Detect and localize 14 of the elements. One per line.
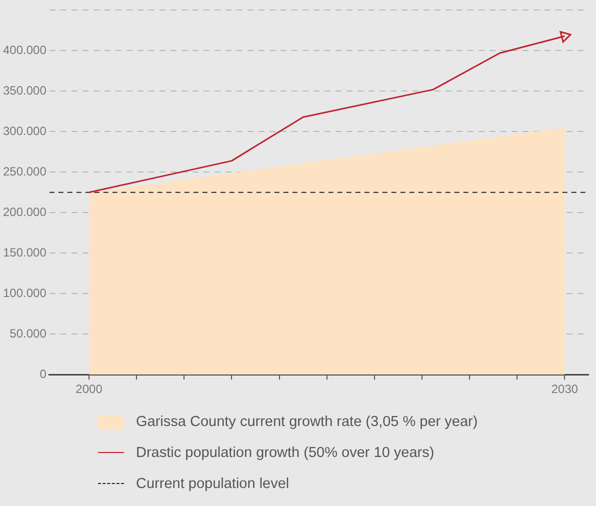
x-tick-label: 2030 (551, 382, 578, 396)
y-tick-label: 150.000 (2, 245, 47, 260)
y-tick-label: 400.000 (2, 43, 47, 57)
y-tick-label: 50.000 (10, 326, 47, 340)
legend-label: Current population level (136, 476, 290, 492)
y-tick-label: 300.000 (2, 124, 47, 138)
x-tick-label: 2000 (76, 382, 103, 396)
y-tick-label: 100.000 (2, 286, 47, 300)
y-tick-label: 200.000 (2, 204, 47, 219)
legend-label: Drastic population growth (50% over 10 years) (136, 444, 434, 460)
y-tick-label: 350.000 (2, 83, 47, 98)
y-tick-label: 0 (40, 366, 47, 381)
legend-label: Garissa County current growth rate (3,05 % per year) (136, 414, 478, 430)
y-tick-label: 250.000 (2, 164, 47, 178)
